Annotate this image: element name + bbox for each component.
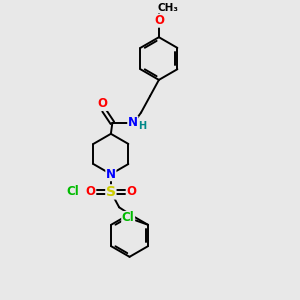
Text: O: O [127,185,136,198]
Text: H: H [138,122,146,131]
Text: Cl: Cl [122,212,134,224]
Text: S: S [106,185,116,199]
Text: Cl: Cl [66,185,79,198]
Text: N: N [128,116,138,129]
Text: N: N [106,168,116,181]
Text: CH₃: CH₃ [158,3,179,13]
Text: O: O [85,185,95,198]
Text: O: O [154,14,164,27]
Text: O: O [98,98,108,110]
